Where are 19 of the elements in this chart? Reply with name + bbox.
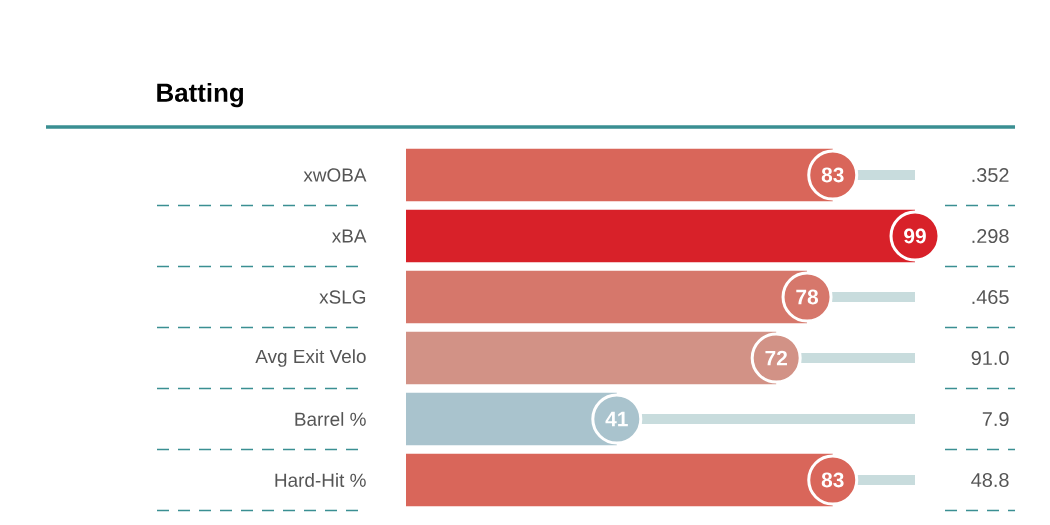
y-tick-label: xwOBA [303, 168, 367, 182]
chart-title: Batting [157, 82, 243, 108]
data-label: 83 [821, 472, 844, 488]
data-label: 41 [605, 411, 628, 427]
text: 48.8 [971, 472, 1009, 488]
text: .465 [972, 289, 1009, 305]
data-label: 78 [796, 289, 819, 305]
text: .352 [972, 167, 1009, 183]
y-tick-label: xBA [331, 229, 367, 243]
y-tick-label: xSLG [319, 290, 366, 304]
data-label: 83 [821, 167, 844, 183]
text: 7.9 [982, 411, 1009, 427]
data-label: 99 [904, 228, 926, 244]
text: 91.0 [971, 350, 1009, 366]
y-tick-label: Hard-Hit % [275, 473, 366, 487]
text: .298 [972, 228, 1009, 244]
data-label: 72 [765, 350, 787, 366]
y-tick-label: Avg Exit Velo [255, 349, 366, 367]
y-tick-label: Barrel % [295, 412, 366, 426]
